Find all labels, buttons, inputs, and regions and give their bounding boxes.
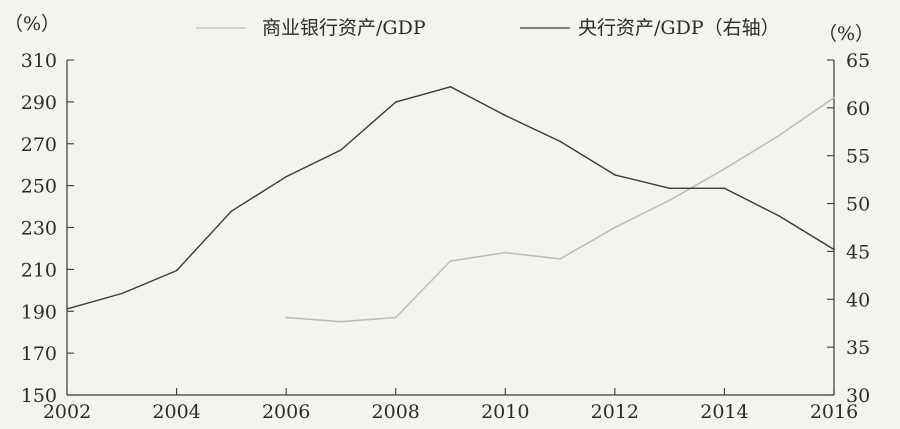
right-y-tick-label: 45 — [846, 241, 870, 263]
right-y-tick-label: 55 — [846, 146, 870, 168]
series-lines — [66, 86, 835, 323]
data-point-commercial-bank — [559, 258, 561, 260]
data-point-central-bank — [340, 149, 342, 151]
data-point-central-bank — [723, 187, 726, 190]
data-point-central-bank — [175, 269, 178, 272]
left-y-tick-label: 170 — [21, 343, 57, 365]
right-y-axis-ticks: 65 60 55 50 45 40 35 30 — [827, 50, 870, 407]
data-point-central-bank — [559, 140, 561, 143]
left-y-tick-label: 250 — [21, 176, 57, 198]
data-point-central-bank — [614, 174, 616, 176]
data-point-commercial-bank — [833, 96, 835, 99]
series-line-central-bank — [66, 86, 835, 310]
data-point-commercial-bank — [394, 316, 397, 319]
data-point-central-bank — [504, 114, 507, 117]
x-tick-label: 2008 — [372, 401, 420, 423]
data-point-central-bank — [668, 187, 671, 190]
data-point-central-bank — [230, 210, 233, 213]
data-point-commercial-bank — [723, 168, 726, 170]
right-axis-unit-label: （%） — [818, 23, 874, 45]
left-y-tick-label: 290 — [21, 92, 57, 114]
legend-label-central-bank: 央行资产/GDP（右轴） — [578, 17, 780, 39]
data-point-commercial-bank — [340, 320, 342, 323]
data-point-central-bank — [285, 175, 287, 178]
right-y-tick-label: 30 — [846, 385, 870, 407]
data-point-commercial-bank — [778, 134, 781, 137]
data-point-commercial-bank — [614, 226, 616, 229]
data-point-commercial-bank — [668, 199, 671, 202]
data-point-central-bank — [449, 86, 452, 88]
x-tick-label: 2004 — [152, 401, 200, 423]
series-line-commercial-bank — [286, 97, 835, 323]
x-tick-label: 2014 — [700, 401, 748, 423]
right-y-tick-label: 40 — [846, 289, 870, 311]
data-point-central-bank — [778, 215, 781, 217]
data-point-commercial-bank — [285, 316, 287, 319]
right-y-tick-label: 35 — [846, 337, 870, 359]
data-point-central-bank — [66, 308, 68, 310]
data-point-commercial-bank — [504, 251, 507, 254]
legend-label-commercial-bank: 商业银行资产/GDP — [262, 17, 426, 39]
right-y-tick-label: 65 — [846, 50, 870, 72]
left-axis-unit-label: （%） — [4, 13, 60, 35]
right-y-tick-label: 50 — [846, 194, 870, 216]
x-tick-label: 2012 — [591, 401, 639, 423]
data-point-commercial-bank — [449, 260, 452, 262]
left-y-tick-label: 210 — [21, 259, 57, 281]
left-y-tick-label: 190 — [21, 301, 57, 323]
data-point-central-bank — [833, 248, 835, 251]
x-tick-label: 2016 — [810, 401, 858, 423]
left-y-tick-label: 310 — [21, 50, 57, 72]
left-y-tick-label: 150 — [21, 385, 57, 407]
x-tick-label: 2006 — [262, 401, 310, 423]
x-tick-label: 2010 — [481, 401, 529, 423]
left-y-tick-label: 270 — [21, 134, 57, 156]
x-tick-label: 2002 — [43, 401, 91, 423]
legend: 商业银行资产/GDP 央行资产/GDP（右轴） — [196, 17, 780, 39]
x-axis-ticks: 2002 2004 2006 2008 2010 2012 2014 2016 — [43, 388, 858, 423]
data-point-central-bank — [120, 292, 123, 295]
right-y-tick-label: 60 — [846, 98, 870, 120]
left-y-axis-ticks: 310 290 270 250 230 210 190 170 150 — [21, 50, 74, 407]
left-y-tick-label: 230 — [21, 218, 57, 240]
data-point-central-bank — [394, 101, 397, 103]
